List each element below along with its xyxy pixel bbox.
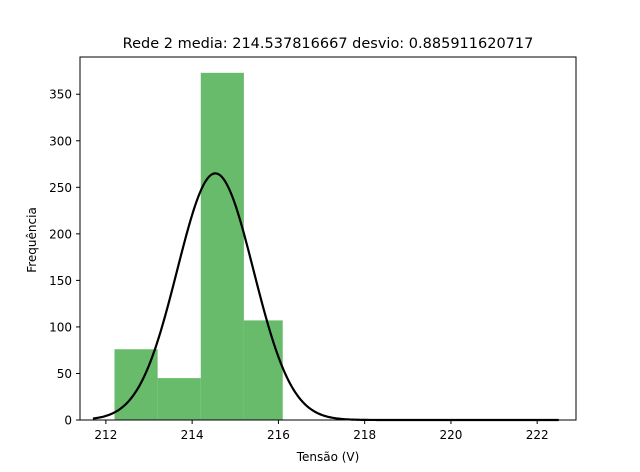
x-tick-label-212: 212 [94, 428, 117, 442]
y-tick-label-200: 200 [49, 227, 72, 241]
y-tick-label-250: 250 [49, 181, 72, 195]
y-tick-label-350: 350 [49, 88, 72, 102]
chart-title: Rede 2 media: 214.537816667 desvio: 0.88… [123, 36, 534, 52]
y-tick-label-100: 100 [49, 320, 72, 334]
x-tick-label-214: 214 [181, 428, 204, 442]
x-axis-title: Tensão (V) [296, 450, 360, 464]
x-tick-label-222: 222 [526, 428, 549, 442]
y-axis-title: Frequência [25, 207, 39, 273]
plot-area: 212 214 216 218 220 222 0 50 100 150 200 250 300 350 [49, 56, 577, 442]
y-tick-label-300: 300 [49, 134, 72, 148]
x-tick-label-220: 220 [439, 428, 462, 442]
histogram-bar-3 [200, 72, 244, 421]
y-tick-label-150: 150 [49, 274, 72, 288]
y-tick-label-50: 50 [57, 367, 72, 381]
histogram-bar-2 [157, 378, 201, 420]
y-tick-label-0: 0 [64, 414, 72, 428]
x-tick-label-216: 216 [267, 428, 290, 442]
plot-frame [79, 56, 577, 421]
x-tick-label-218: 218 [353, 428, 376, 442]
histogram-bar-4 [243, 320, 283, 420]
